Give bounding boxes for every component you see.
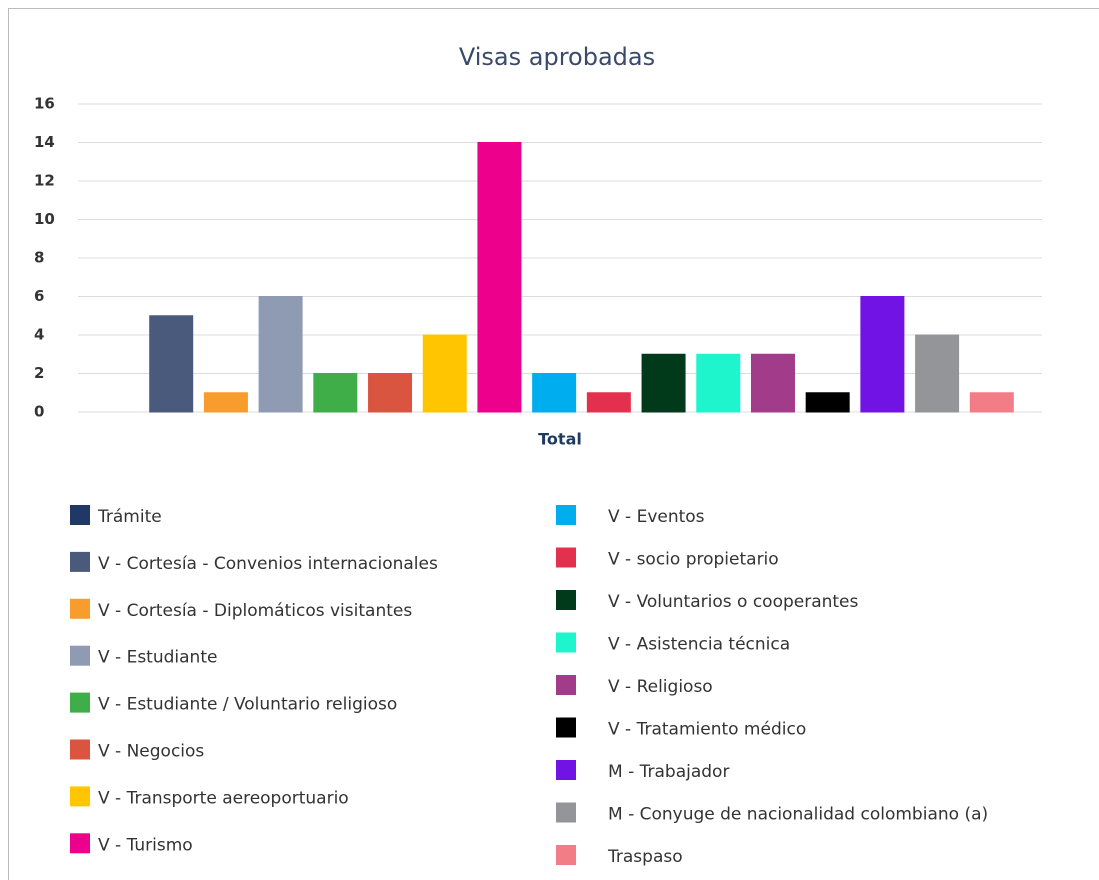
bar: [422, 334, 467, 413]
y-tick-label: 14: [34, 133, 55, 151]
bar: [586, 392, 631, 413]
legend-label: V - Eventos: [608, 507, 705, 527]
bar: [805, 392, 850, 413]
bar: [258, 296, 303, 413]
y-tick-label: 6: [34, 287, 44, 305]
legend-swatch: [70, 692, 90, 713]
y-tick-label: 2: [34, 364, 44, 382]
legend-swatch: [556, 845, 576, 865]
legend-swatch: [556, 590, 576, 610]
chart-title: Visas aprobadas: [459, 43, 655, 71]
legend-label: M - Trabajador: [608, 762, 729, 782]
y-tick-label: 12: [34, 172, 55, 190]
legend-swatch: [70, 598, 90, 619]
y-tick-label: 4: [34, 326, 44, 344]
y-tick-label: 8: [34, 249, 44, 267]
bar: [750, 353, 795, 413]
legend-swatch: [556, 675, 576, 695]
legend-swatch: [70, 739, 90, 760]
legend-swatch: [556, 505, 576, 525]
bar: [860, 296, 905, 413]
bar: [368, 373, 413, 413]
bar: [641, 353, 686, 413]
bar: [969, 392, 1014, 413]
bar: [477, 142, 522, 413]
legend-label: V - Transporte aereoportuario: [98, 788, 349, 808]
legend-swatch: [556, 717, 576, 738]
legend-swatch: [556, 760, 576, 780]
category-label: Total: [538, 430, 582, 449]
legend-label: V - Cortesía - Diplomáticos visitantes: [98, 601, 412, 621]
legend-label: V - Negocios: [98, 742, 204, 762]
y-tick-label: 10: [34, 210, 55, 228]
legend-swatch: [556, 802, 576, 823]
legend-swatch: [556, 632, 576, 653]
legend-swatch: [70, 786, 90, 807]
legend-label: V - Asistencia técnica: [608, 635, 790, 655]
y-tick-label: 16: [34, 95, 55, 113]
legend-swatch: [70, 505, 90, 525]
bar: [696, 353, 741, 413]
bar: [203, 392, 248, 413]
legend-label: V - Estudiante / Voluntario religioso: [98, 695, 397, 715]
bar: [149, 315, 194, 413]
bar: [313, 373, 358, 413]
bar: [915, 334, 960, 413]
legend-swatch: [70, 833, 90, 854]
legend-label: V - Religioso: [608, 677, 713, 697]
legend-label: Trámite: [97, 507, 162, 527]
legend-swatch: [70, 551, 90, 572]
legend-label: V - Estudiante: [98, 648, 217, 668]
legend-label: V - Cortesía - Convenios internacionales: [98, 554, 438, 574]
chart-frame: [8, 8, 1099, 880]
legend-label: Traspaso: [607, 847, 683, 867]
bar: [532, 373, 577, 413]
legend-label: M - Conyuge de nacionalidad colombiano (…: [608, 805, 988, 825]
legend-label: V - Tratamiento médico: [608, 720, 806, 740]
y-tick-label: 0: [34, 403, 44, 421]
legend-label: V - Turismo: [98, 835, 193, 855]
legend-label: V - Voluntarios o cooperantes: [608, 592, 859, 612]
legend-swatch: [70, 645, 90, 666]
legend-swatch: [556, 547, 576, 568]
legend-label: V - socio propietario: [608, 550, 779, 570]
